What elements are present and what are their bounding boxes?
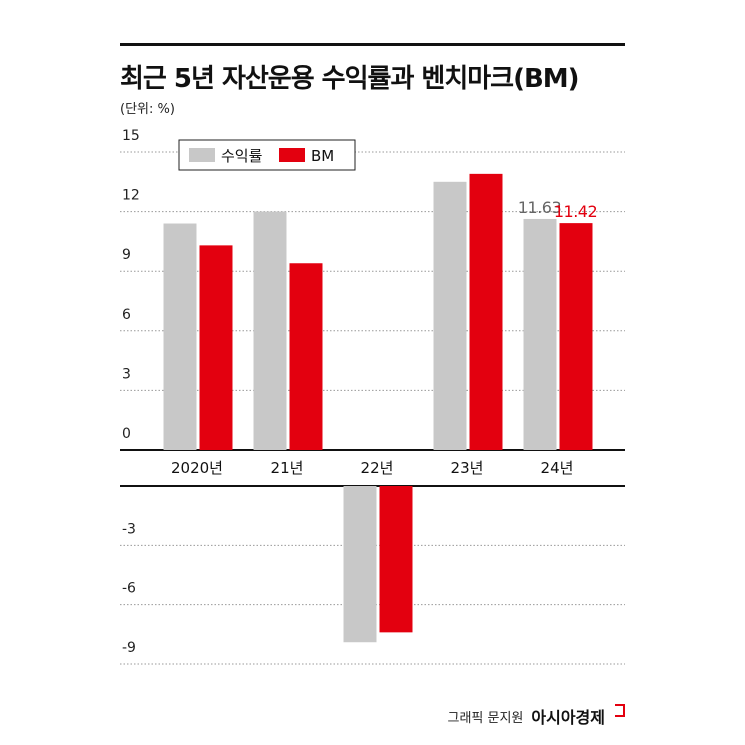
brand-mark-icon [615,703,625,717]
y-tick-label: -9 [122,640,136,656]
title-rule [120,43,625,46]
bar-benchmark [379,486,413,633]
legend-swatch [189,148,215,162]
bar-benchmark [289,263,323,450]
brand-logo: 아시아경제 [531,708,605,727]
data-label: 11.42 [554,202,597,221]
bar-return [433,181,467,451]
y-tick-label: 0 [122,426,131,442]
bar-return [163,223,197,450]
y-tick-label: -6 [122,581,136,597]
legend-swatch [279,148,305,162]
x-tick-label: 22년 [361,459,394,477]
chart-title: 최근 5년 자산운용 수익률과 벤치마크(BM) [120,64,580,94]
y-tick-label: 9 [122,247,131,263]
y-tick-label: 12 [122,188,140,204]
x-tick-label: 23년 [451,459,484,477]
graphic-credit: 그래픽 문지원 [447,710,524,726]
bar-benchmark [559,223,593,450]
legend-label: 수익률 [221,147,263,165]
y-tick-label: 3 [122,366,131,382]
unit-label: (단위: %) [120,102,175,117]
bar-benchmark [199,245,233,450]
y-tick-label: 15 [122,128,140,144]
legend-box [178,139,356,171]
bar-return [523,218,557,450]
legend-label: BM [311,147,334,165]
bar-benchmark [469,173,503,450]
x-tick-label: 24년 [541,459,574,477]
y-tick-label: -3 [122,521,136,537]
bar-return [253,211,287,450]
bar-return [343,486,377,643]
credit-line: 그래픽 문지원 아시아경제 [447,703,625,728]
data-label: 11.63 [518,198,561,217]
x-tick-label: 21년 [271,459,304,477]
x-tick-label: 2020년 [171,459,223,477]
y-tick-label: 6 [122,307,131,323]
